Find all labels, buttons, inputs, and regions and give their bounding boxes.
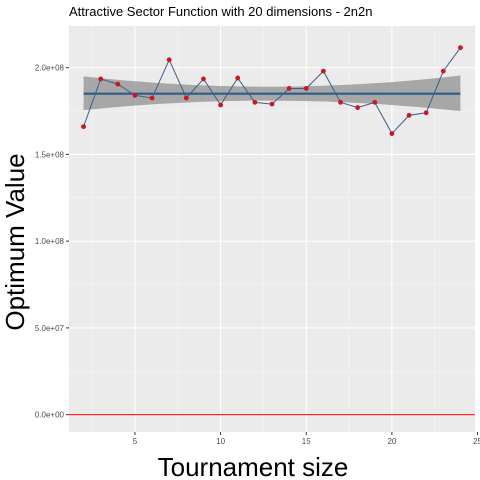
data-point: [390, 131, 395, 136]
y-axis-title: Optimum Value: [0, 153, 30, 330]
x-axis-ticks: 5 10 15 20 25: [133, 432, 480, 446]
data-point: [115, 82, 120, 87]
data-point: [338, 100, 343, 105]
data-point: [235, 76, 240, 81]
y-tick-label: 1.5e+08: [35, 150, 65, 159]
y-axis-ticks: 0.0e+00 5.0e+07 1.0e+08 1.5e+08 2.0e+08: [35, 64, 69, 420]
data-point: [150, 96, 155, 101]
data-point: [355, 105, 360, 110]
data-point: [184, 96, 189, 101]
data-point: [287, 86, 292, 91]
data-point: [167, 57, 172, 62]
y-tick-label: 1.0e+08: [35, 237, 65, 246]
data-point: [98, 77, 103, 82]
x-tick-label: 20: [387, 437, 396, 446]
y-tick-label: 0.0e+00: [35, 411, 65, 420]
data-point: [321, 69, 326, 74]
x-tick-label: 15: [302, 437, 311, 446]
data-point: [458, 45, 463, 50]
chart-title: Attractive Sector Function with 20 dimen…: [69, 4, 372, 19]
data-point: [252, 100, 257, 105]
data-point: [424, 110, 429, 115]
data-point: [441, 69, 446, 74]
data-point: [218, 103, 223, 108]
data-point: [81, 124, 86, 129]
y-tick-label: 5.0e+07: [35, 324, 65, 333]
data-point: [304, 86, 309, 91]
y-tick-label: 2.0e+08: [35, 64, 65, 73]
x-axis-title: Tournament size: [158, 452, 349, 480]
data-point: [407, 113, 412, 118]
data-point: [133, 93, 138, 98]
x-tick-label: 10: [216, 437, 225, 446]
data-point: [270, 102, 275, 107]
x-tick-label: 5: [133, 437, 138, 446]
data-point: [372, 100, 377, 105]
x-tick-label: 25: [473, 437, 480, 446]
data-point: [201, 77, 206, 82]
